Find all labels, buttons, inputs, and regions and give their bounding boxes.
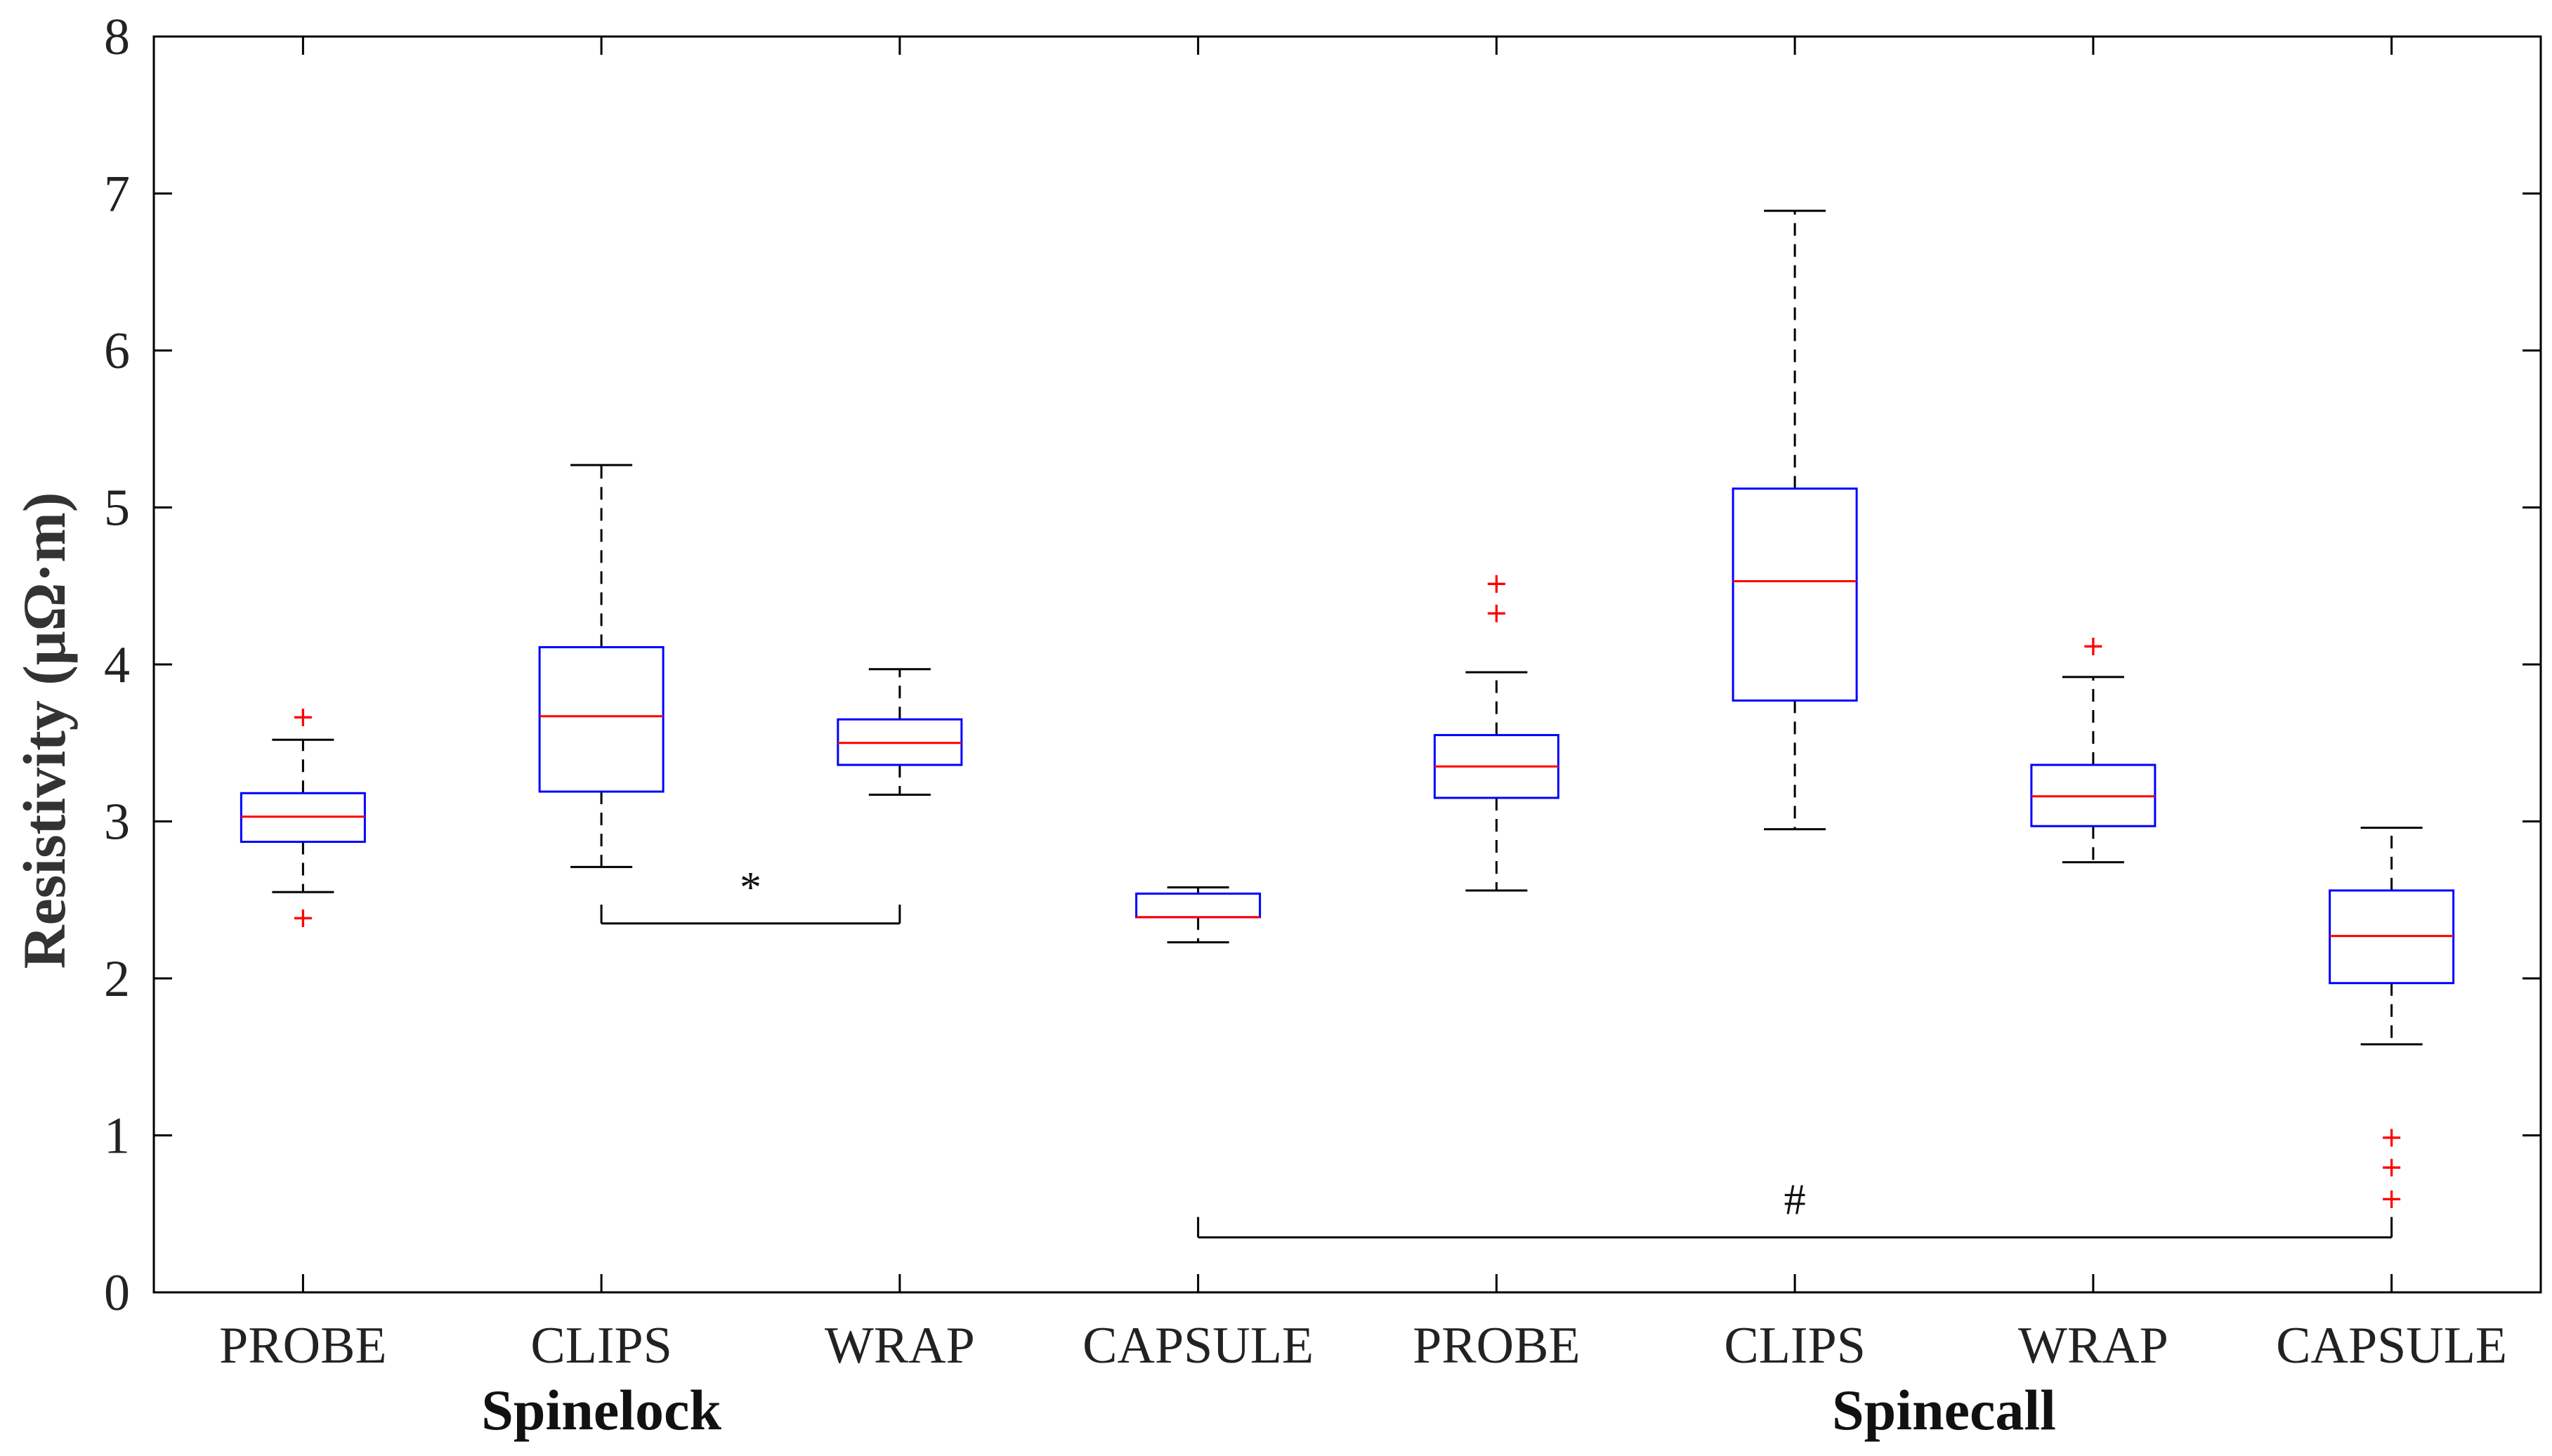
- x-tick-label-wrap-2: WRAP: [825, 1317, 975, 1375]
- box-4-probe-outlier-1: +: [1485, 568, 1509, 600]
- y-tick-label-5: 5: [104, 480, 130, 537]
- y-tick-label-7: 7: [104, 166, 130, 223]
- x-tick-label-clips-5: CLIPS: [1724, 1317, 1866, 1375]
- y-tick-label-6: 6: [104, 322, 130, 380]
- plot-area: 0 1 2 3 4 5 6 7 8 PROBE CLIPS WRAP CAPSULE PROBE CLIPS…: [104, 8, 2542, 1442]
- y-tick-label-3: 3: [104, 794, 130, 851]
- y-tick-label-4: 4: [104, 636, 130, 694]
- plot-frame: [152, 35, 2542, 1294]
- box-7-capsule-outlier-0: +: [2380, 1183, 2404, 1215]
- group-label-spinecall: Spinecall: [1832, 1378, 2056, 1442]
- x-tick-label-probe-4: PROBE: [1413, 1317, 1581, 1375]
- box-0-probe-outlier-1: +: [292, 701, 315, 733]
- x-tick-label-probe-0: PROBE: [219, 1317, 387, 1375]
- x-tick-label-capsule-7: CAPSULE: [2276, 1317, 2507, 1375]
- y-tick-label-1: 1: [104, 1108, 130, 1165]
- y-axis-label: Resistivity (μΩ·m): [11, 492, 78, 969]
- box-7-capsule-outlier-2: +: [2380, 1122, 2404, 1154]
- box-4-probe-outlier-0: +: [1485, 597, 1509, 629]
- box-6-wrap-outlier-0: +: [2081, 630, 2105, 662]
- x-tick-label-clips-1: CLIPS: [530, 1317, 672, 1375]
- y-tick-label-2: 2: [104, 950, 130, 1008]
- x-tick-label-capsule-3: CAPSULE: [1082, 1317, 1314, 1375]
- box-3-capsule-iqr-box: [1135, 892, 1262, 919]
- box-5-clips-iqr-box: [1732, 487, 1858, 702]
- box-0-probe-outlier-0: +: [292, 902, 315, 934]
- box-1-clips-iqr-box: [538, 645, 665, 793]
- y-tick-label-8: 8: [104, 8, 130, 66]
- significance-label-1: #: [1784, 1176, 1806, 1224]
- y-tick-label-0: 0: [104, 1264, 130, 1322]
- group-label-spinelock: Spinelock: [481, 1378, 721, 1442]
- box-7-capsule-outlier-1: +: [2380, 1151, 2404, 1183]
- significance-label-0: *: [740, 864, 761, 912]
- x-tick-label-wrap-6: WRAP: [2018, 1317, 2168, 1375]
